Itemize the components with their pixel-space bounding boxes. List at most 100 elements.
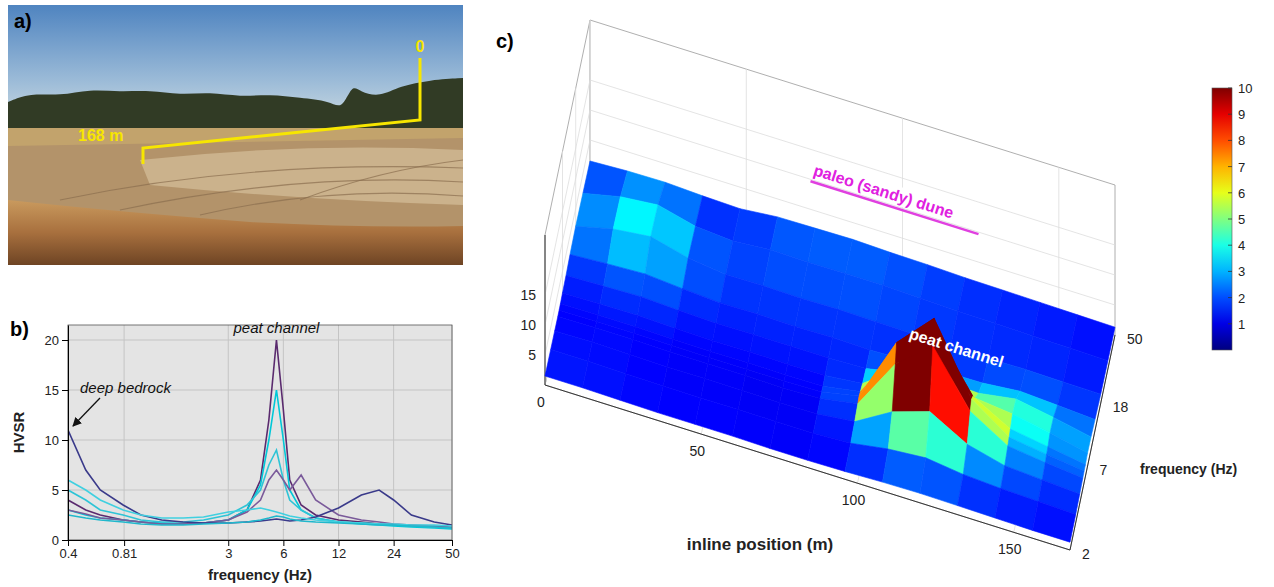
distance-line xyxy=(143,58,420,164)
axis-title: frequency (Hz) xyxy=(208,566,312,583)
tick-mark xyxy=(339,540,340,546)
tick-label: 5 xyxy=(52,483,59,498)
surface-cell xyxy=(733,410,776,449)
annotation: peat channel xyxy=(907,325,1005,371)
tick-label: 15 xyxy=(45,383,59,398)
tick: 0.4 xyxy=(59,540,77,561)
tick: 5 xyxy=(52,483,68,498)
axis-title: inline position (m) xyxy=(687,535,833,554)
tick-mark xyxy=(1228,219,1232,220)
surface-cell xyxy=(583,361,626,400)
reeds xyxy=(8,200,463,265)
tick: 10 xyxy=(45,433,68,448)
hvsr-curve xyxy=(68,515,452,528)
axis-line xyxy=(545,385,1070,550)
grid-line xyxy=(124,325,125,540)
tick-mark xyxy=(124,540,125,546)
back-wall xyxy=(590,20,1115,335)
tick-label: 10 xyxy=(520,317,536,333)
surface-cell xyxy=(920,458,963,506)
tick-label: 0 xyxy=(52,533,59,548)
tick: 24 xyxy=(387,540,401,561)
tick-mark xyxy=(1228,323,1232,324)
panel-label: a) xyxy=(14,10,32,32)
surface-cell xyxy=(1033,502,1076,543)
tick: 0.81 xyxy=(112,540,137,561)
grid-line xyxy=(590,170,1115,335)
hvsr-curve xyxy=(68,470,452,527)
tick-mark xyxy=(62,390,68,391)
arrow xyxy=(73,398,100,426)
tick-label: 10 xyxy=(45,433,59,448)
axis-line xyxy=(545,235,546,385)
surface-cell xyxy=(695,398,738,436)
tick-mark xyxy=(1228,271,1232,272)
track xyxy=(120,180,463,210)
surface-cell xyxy=(808,433,851,471)
grid-line xyxy=(746,69,747,219)
tick-label: 15 xyxy=(520,287,536,303)
annotation: paleo (sandy) dune xyxy=(812,162,956,222)
grid-line xyxy=(68,340,452,341)
surface-cell xyxy=(958,474,1001,518)
tick-label: 7 xyxy=(1100,462,1108,478)
axis-title: frequency (Hz) xyxy=(1140,461,1237,477)
grid-line xyxy=(575,88,576,238)
tick-mark xyxy=(1228,192,1232,193)
panel-label: c) xyxy=(496,30,514,52)
grid-line xyxy=(1058,167,1059,317)
grid-line xyxy=(590,20,591,170)
surface-cell xyxy=(851,412,893,449)
tick-mark xyxy=(62,490,68,491)
tick: 12 xyxy=(332,540,346,561)
tick-label: 7 xyxy=(1238,160,1245,175)
tick-label: 18 xyxy=(1113,399,1129,415)
tick-label: 9 xyxy=(1238,107,1245,122)
hvsr-curve xyxy=(68,340,452,528)
surface-cell xyxy=(545,350,588,388)
photo xyxy=(8,5,463,265)
tick-mark xyxy=(452,540,453,546)
tick: 0 xyxy=(52,533,68,548)
tick-label: 50 xyxy=(1127,331,1143,347)
tick-label: 0 xyxy=(537,394,545,410)
tick-label: 150 xyxy=(998,541,1022,557)
surface-cell xyxy=(583,161,628,197)
x-axis: 0.40.8136122450 xyxy=(59,540,459,561)
tick: 50 xyxy=(445,540,459,561)
surface-cell xyxy=(770,421,813,460)
axis-line xyxy=(68,326,69,541)
stubble xyxy=(140,148,463,205)
tick-mark xyxy=(62,440,68,441)
tick-mark xyxy=(62,340,68,341)
annotation: peat channel xyxy=(233,319,321,336)
tick-label: 12 xyxy=(332,546,346,561)
hvsr-curve xyxy=(68,450,452,528)
axis-title: HVSR xyxy=(10,412,27,454)
grid-line xyxy=(590,20,591,170)
tick-label: 3 xyxy=(225,546,232,561)
colorbar xyxy=(1212,88,1232,350)
tick-mark xyxy=(1228,114,1232,115)
tick-mark xyxy=(1228,166,1232,167)
tick-label: 20 xyxy=(45,333,59,348)
tick: 20 xyxy=(45,333,68,348)
grid-line xyxy=(545,235,546,385)
tick-label: 4 xyxy=(1238,238,1245,253)
hvsr-curve xyxy=(68,480,452,526)
plot-background xyxy=(68,325,452,540)
series-group xyxy=(68,340,452,529)
tick-label: 10 xyxy=(1238,81,1252,96)
tick-mark xyxy=(68,540,69,546)
annotation-group: paleo (sandy) dune xyxy=(809,160,958,223)
figure: 168 m0a)0.40.813612245005101520frequency… xyxy=(0,0,1274,587)
tick-label: 50 xyxy=(689,443,705,459)
track xyxy=(60,167,463,200)
surface-cell xyxy=(883,449,926,493)
tick-label: 0.81 xyxy=(112,546,137,561)
tick-mark xyxy=(283,540,284,546)
hvsr-curve xyxy=(68,430,452,525)
tick-label: 8 xyxy=(1238,133,1245,148)
tick-label: 6 xyxy=(1238,186,1245,201)
tick-label: 5 xyxy=(528,347,536,363)
